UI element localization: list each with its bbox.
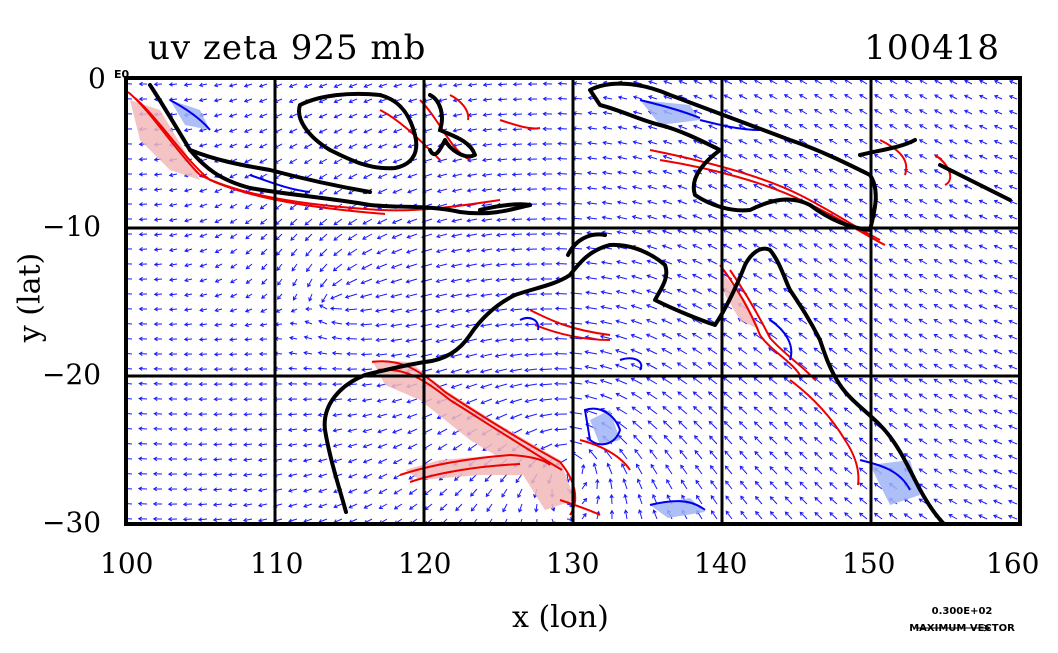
graticule-grid: [126, 78, 1020, 524]
wind-vector-field: [126, 79, 1018, 524]
x-axis-label: x (lon): [512, 600, 609, 635]
chart-date: 100418: [864, 28, 1000, 68]
legend-vector-arrow: [916, 624, 992, 632]
y-tick-label: −30: [42, 506, 102, 539]
coastline: [148, 81, 1012, 524]
x-tick-label: 150: [842, 547, 896, 580]
x-tick-label: 130: [546, 547, 600, 580]
y-tick-label: −10: [42, 210, 102, 243]
vorticity-negative-contours: [169, 99, 911, 511]
wind-vectors: [126, 79, 1018, 524]
x-tick-label: 160: [986, 547, 1040, 580]
reference-vector-legend: 0.300E+02 MAXIMUM VECTOR: [892, 606, 1032, 634]
reference-vector-label: MAXIMUM VECTOR: [909, 623, 1015, 634]
plot-frame: [124, 76, 1022, 526]
y-tick-label: −20: [42, 358, 102, 391]
x-tick-label: 140: [694, 547, 748, 580]
reference-vector-value: 0.300E+02: [931, 606, 993, 617]
x-tick-label: 120: [398, 547, 452, 580]
chart-title: uv zeta 925 mb: [148, 28, 427, 68]
x-tick-label: 110: [250, 547, 304, 580]
x-tick-label: 100: [100, 547, 154, 580]
y-tick-label: 0: [88, 62, 106, 95]
